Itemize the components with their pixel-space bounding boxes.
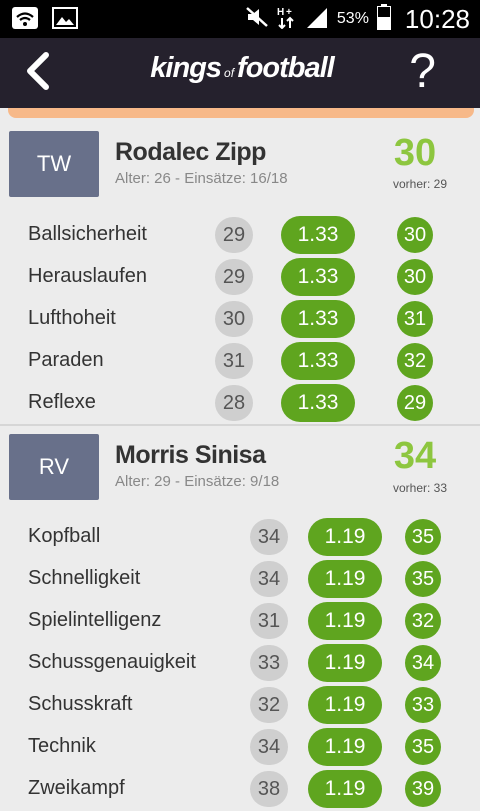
status-bar: H + 53% 10:28 (0, 0, 480, 38)
position-badge: RV (9, 434, 99, 500)
skill-factor: 1.33 (281, 384, 355, 422)
skill-label: Schusskraft (28, 693, 133, 715)
player-meta: Alter: 26 - Einsätze: 16/18 (115, 170, 288, 187)
skill-label: Ballsicherheit (28, 223, 147, 245)
skill-current: 31 (215, 343, 253, 379)
skill-current: 30 (215, 301, 253, 337)
skill-label: Paraden (28, 349, 104, 371)
skill-label: Kopfball (28, 525, 101, 547)
skill-factor: 1.19 (308, 560, 382, 598)
skill-row: Reflexe 28 1.33 29 (0, 383, 480, 425)
skill-current: 33 (250, 645, 288, 681)
skill-factor: 1.33 (281, 342, 355, 380)
skill-next: 35 (405, 729, 441, 765)
skill-row: Lufthoheit 30 1.33 31 (0, 299, 480, 341)
skill-next: 30 (397, 217, 433, 253)
player-name: Rodalec Zipp (115, 138, 266, 166)
skill-row: Technik 34 1.19 35 (0, 727, 480, 769)
skill-factor: 1.19 (308, 728, 382, 766)
skill-current: 29 (215, 259, 253, 295)
wifi-icon (12, 7, 38, 34)
skill-next: 33 (405, 687, 441, 723)
skill-label: Schnelligkeit (28, 567, 141, 589)
skill-current: 31 (250, 603, 288, 639)
clock: 10:28 (404, 3, 470, 34)
skill-factor: 1.33 (281, 300, 355, 338)
app-logo: kings of football (150, 52, 334, 84)
image-icon (52, 7, 78, 34)
skill-row: Kopfball 34 1.19 35 (0, 517, 480, 559)
skill-factor: 1.19 (308, 770, 382, 808)
help-button[interactable]: ? (409, 45, 436, 98)
divider (0, 424, 480, 426)
skill-factor: 1.19 (308, 686, 382, 724)
skill-row: Zweikampf 38 1.19 39 (0, 769, 480, 811)
skill-label: Reflexe (28, 391, 96, 413)
skill-label: Zweikampf (28, 777, 125, 799)
skill-factor: 1.19 (308, 602, 382, 640)
skill-current: 28 (215, 385, 253, 421)
skill-next: 39 (405, 771, 441, 807)
skill-next: 35 (405, 519, 441, 555)
chevron-left-icon (22, 51, 52, 96)
skill-next: 32 (397, 343, 433, 379)
skill-row: Paraden 31 1.33 32 (0, 341, 480, 383)
skill-row: Schusskraft 32 1.19 33 (0, 685, 480, 727)
skill-factor: 1.33 (281, 216, 355, 254)
svg-text:H: H (277, 7, 284, 18)
skill-factor: 1.19 (308, 518, 382, 556)
position-badge: TW (9, 131, 99, 197)
skill-current: 32 (250, 687, 288, 723)
svg-text:+: + (286, 7, 292, 18)
skill-next: 35 (405, 561, 441, 597)
skill-current: 34 (250, 519, 288, 555)
skill-factor: 1.19 (308, 644, 382, 682)
skill-current: 29 (215, 217, 253, 253)
skill-next: 29 (397, 385, 433, 421)
player-score: 30 (393, 132, 437, 174)
player-previous-score: vorher: 33 (392, 481, 448, 495)
player-name: Morris Sinisa (115, 441, 266, 469)
data-arrows-icon: H + (277, 5, 297, 34)
player-previous-score: vorher: 29 (392, 177, 448, 191)
skill-current: 34 (250, 729, 288, 765)
skill-next: 31 (397, 301, 433, 337)
skill-row: Schussgenauigkeit 33 1.19 34 (0, 643, 480, 685)
skill-label: Herauslaufen (28, 265, 147, 287)
skill-label: Technik (28, 735, 96, 757)
signal-icon (305, 6, 329, 33)
skill-label: Schussgenauigkeit (28, 651, 196, 673)
skill-label: Spielintelligenz (28, 609, 162, 631)
skill-row: Herauslaufen 29 1.33 30 (0, 257, 480, 299)
app-header: kings of football ? (0, 38, 480, 108)
player-meta: Alter: 29 - Einsätze: 9/18 (115, 473, 280, 490)
skill-current: 34 (250, 561, 288, 597)
skill-next: 34 (405, 645, 441, 681)
skill-factor: 1.33 (281, 258, 355, 296)
skill-label: Lufthoheit (28, 307, 116, 329)
battery-percent: 53% (336, 10, 369, 27)
player-score: 34 (393, 435, 437, 477)
skill-next: 30 (397, 259, 433, 295)
skill-current: 38 (250, 771, 288, 807)
back-button[interactable] (14, 50, 60, 96)
skill-row: Schnelligkeit 34 1.19 35 (0, 559, 480, 601)
skill-row: Ballsicherheit 29 1.33 30 (0, 215, 480, 257)
skill-next: 32 (405, 603, 441, 639)
notice-strip (8, 108, 474, 118)
mute-icon (245, 6, 269, 33)
skill-row: Spielintelligenz 31 1.19 32 (0, 601, 480, 643)
battery-icon (376, 3, 391, 35)
